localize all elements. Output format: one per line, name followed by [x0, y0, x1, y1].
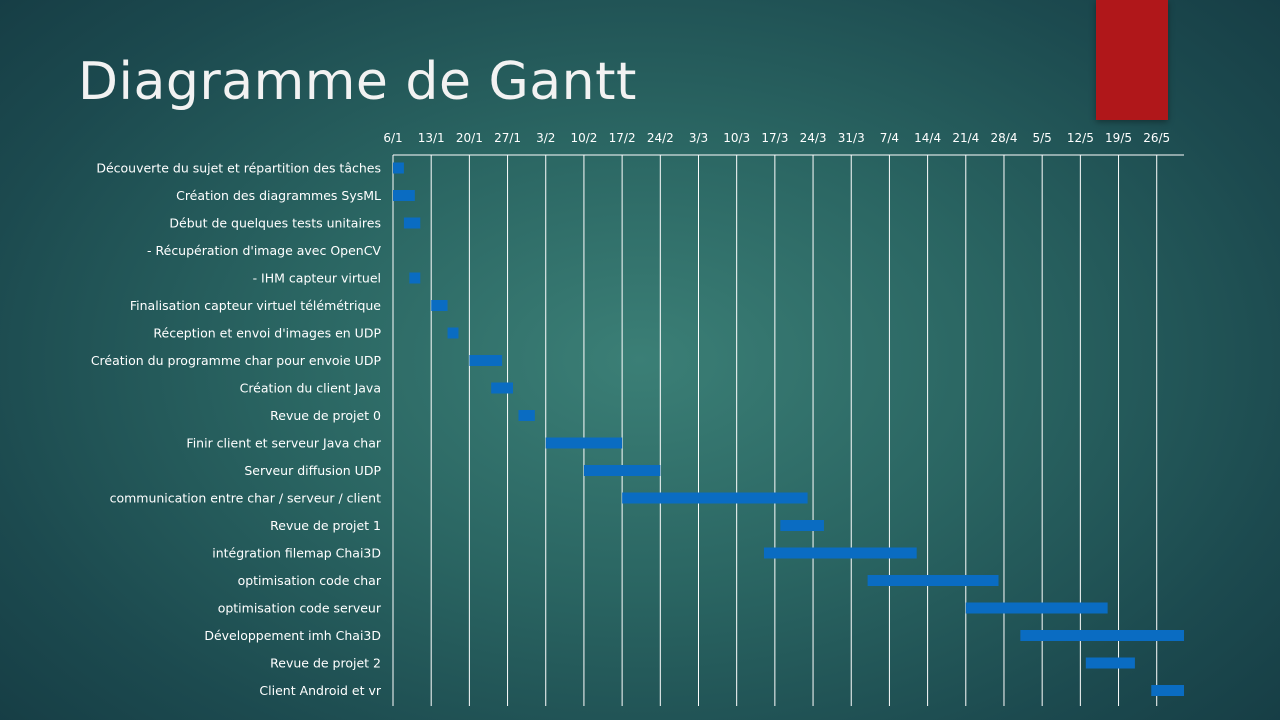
task-bar	[965, 602, 1108, 614]
task-label: communication entre char / serveur / cli…	[110, 491, 382, 506]
task-label: Revue de projet 1	[270, 518, 381, 533]
x-tick-label: 5/5	[1033, 131, 1052, 145]
task-bar	[622, 492, 808, 504]
task-label: - IHM capteur virtuel	[253, 271, 381, 286]
x-tick-label: 10/3	[723, 131, 750, 145]
task-bar	[1085, 657, 1135, 669]
task-label: Début de quelques tests unitaires	[169, 216, 381, 231]
x-tick-label: 17/2	[609, 131, 636, 145]
task-label: Création du programme char pour envoie U…	[91, 353, 382, 368]
task-label: Création du client Java	[240, 381, 381, 396]
x-tick-label: 31/3	[838, 131, 865, 145]
x-tick-label: 14/4	[914, 131, 941, 145]
task-label: optimisation code serveur	[218, 601, 382, 616]
task-bar	[431, 300, 448, 311]
task-bar	[403, 217, 421, 229]
x-tick-label: 26/5	[1143, 131, 1170, 145]
task-bar	[393, 162, 404, 174]
page-title: Diagramme de Gantt	[78, 52, 637, 112]
task-bar	[491, 382, 514, 394]
task-label: optimisation code char	[238, 573, 382, 588]
x-tick-label: 10/2	[570, 131, 597, 145]
x-tick-label: 21/4	[952, 131, 979, 145]
task-label: Développement imh Chai3D	[204, 628, 381, 643]
task-label: Client Android et vr	[259, 683, 381, 698]
task-label: Découverte du sujet et répartition des t…	[96, 161, 381, 176]
accent-bar	[1096, 0, 1168, 120]
task-label: Création des diagrammes SysML	[176, 188, 381, 203]
task-label: Revue de projet 2	[270, 656, 381, 671]
x-tick-label: 13/1	[418, 131, 445, 145]
x-tick-label: 28/4	[991, 131, 1018, 145]
task-bar	[583, 465, 661, 476]
task-bar	[447, 327, 459, 339]
task-bar	[1151, 685, 1184, 696]
task-label: Revue de projet 0	[270, 408, 381, 423]
x-tick-label: 17/3	[761, 131, 788, 145]
x-tick-label: 12/5	[1067, 131, 1094, 145]
task-label: Réception et envoi d'images en UDP	[153, 326, 381, 341]
task-bar	[867, 575, 999, 586]
task-bar	[469, 355, 503, 366]
task-bar	[518, 410, 535, 421]
task-label: Finir client et serveur Java char	[186, 436, 381, 451]
task-bar	[393, 190, 415, 201]
x-tick-label: 24/2	[647, 131, 674, 145]
task-bar	[1020, 630, 1184, 641]
task-label: Serveur diffusion UDP	[244, 463, 381, 478]
task-bar	[409, 272, 421, 284]
task-bar	[780, 520, 824, 531]
x-tick-label: 19/5	[1105, 131, 1132, 145]
x-tick-label: 27/1	[494, 131, 521, 145]
x-tick-label: 3/2	[536, 131, 555, 145]
x-tick-label: 24/3	[800, 131, 827, 145]
task-bar	[763, 547, 917, 559]
task-label: intégration filemap Chai3D	[212, 546, 381, 561]
task-label: - Récupération d'image avec OpenCV	[147, 243, 381, 258]
x-tick-label: 20/1	[456, 131, 483, 145]
task-bar	[545, 437, 623, 449]
x-tick-label: 6/1	[383, 131, 402, 145]
x-tick-label: 3/3	[689, 131, 708, 145]
x-tick-label: 7/4	[880, 131, 899, 145]
task-label: Finalisation capteur virtuel télémétriqu…	[130, 298, 381, 313]
